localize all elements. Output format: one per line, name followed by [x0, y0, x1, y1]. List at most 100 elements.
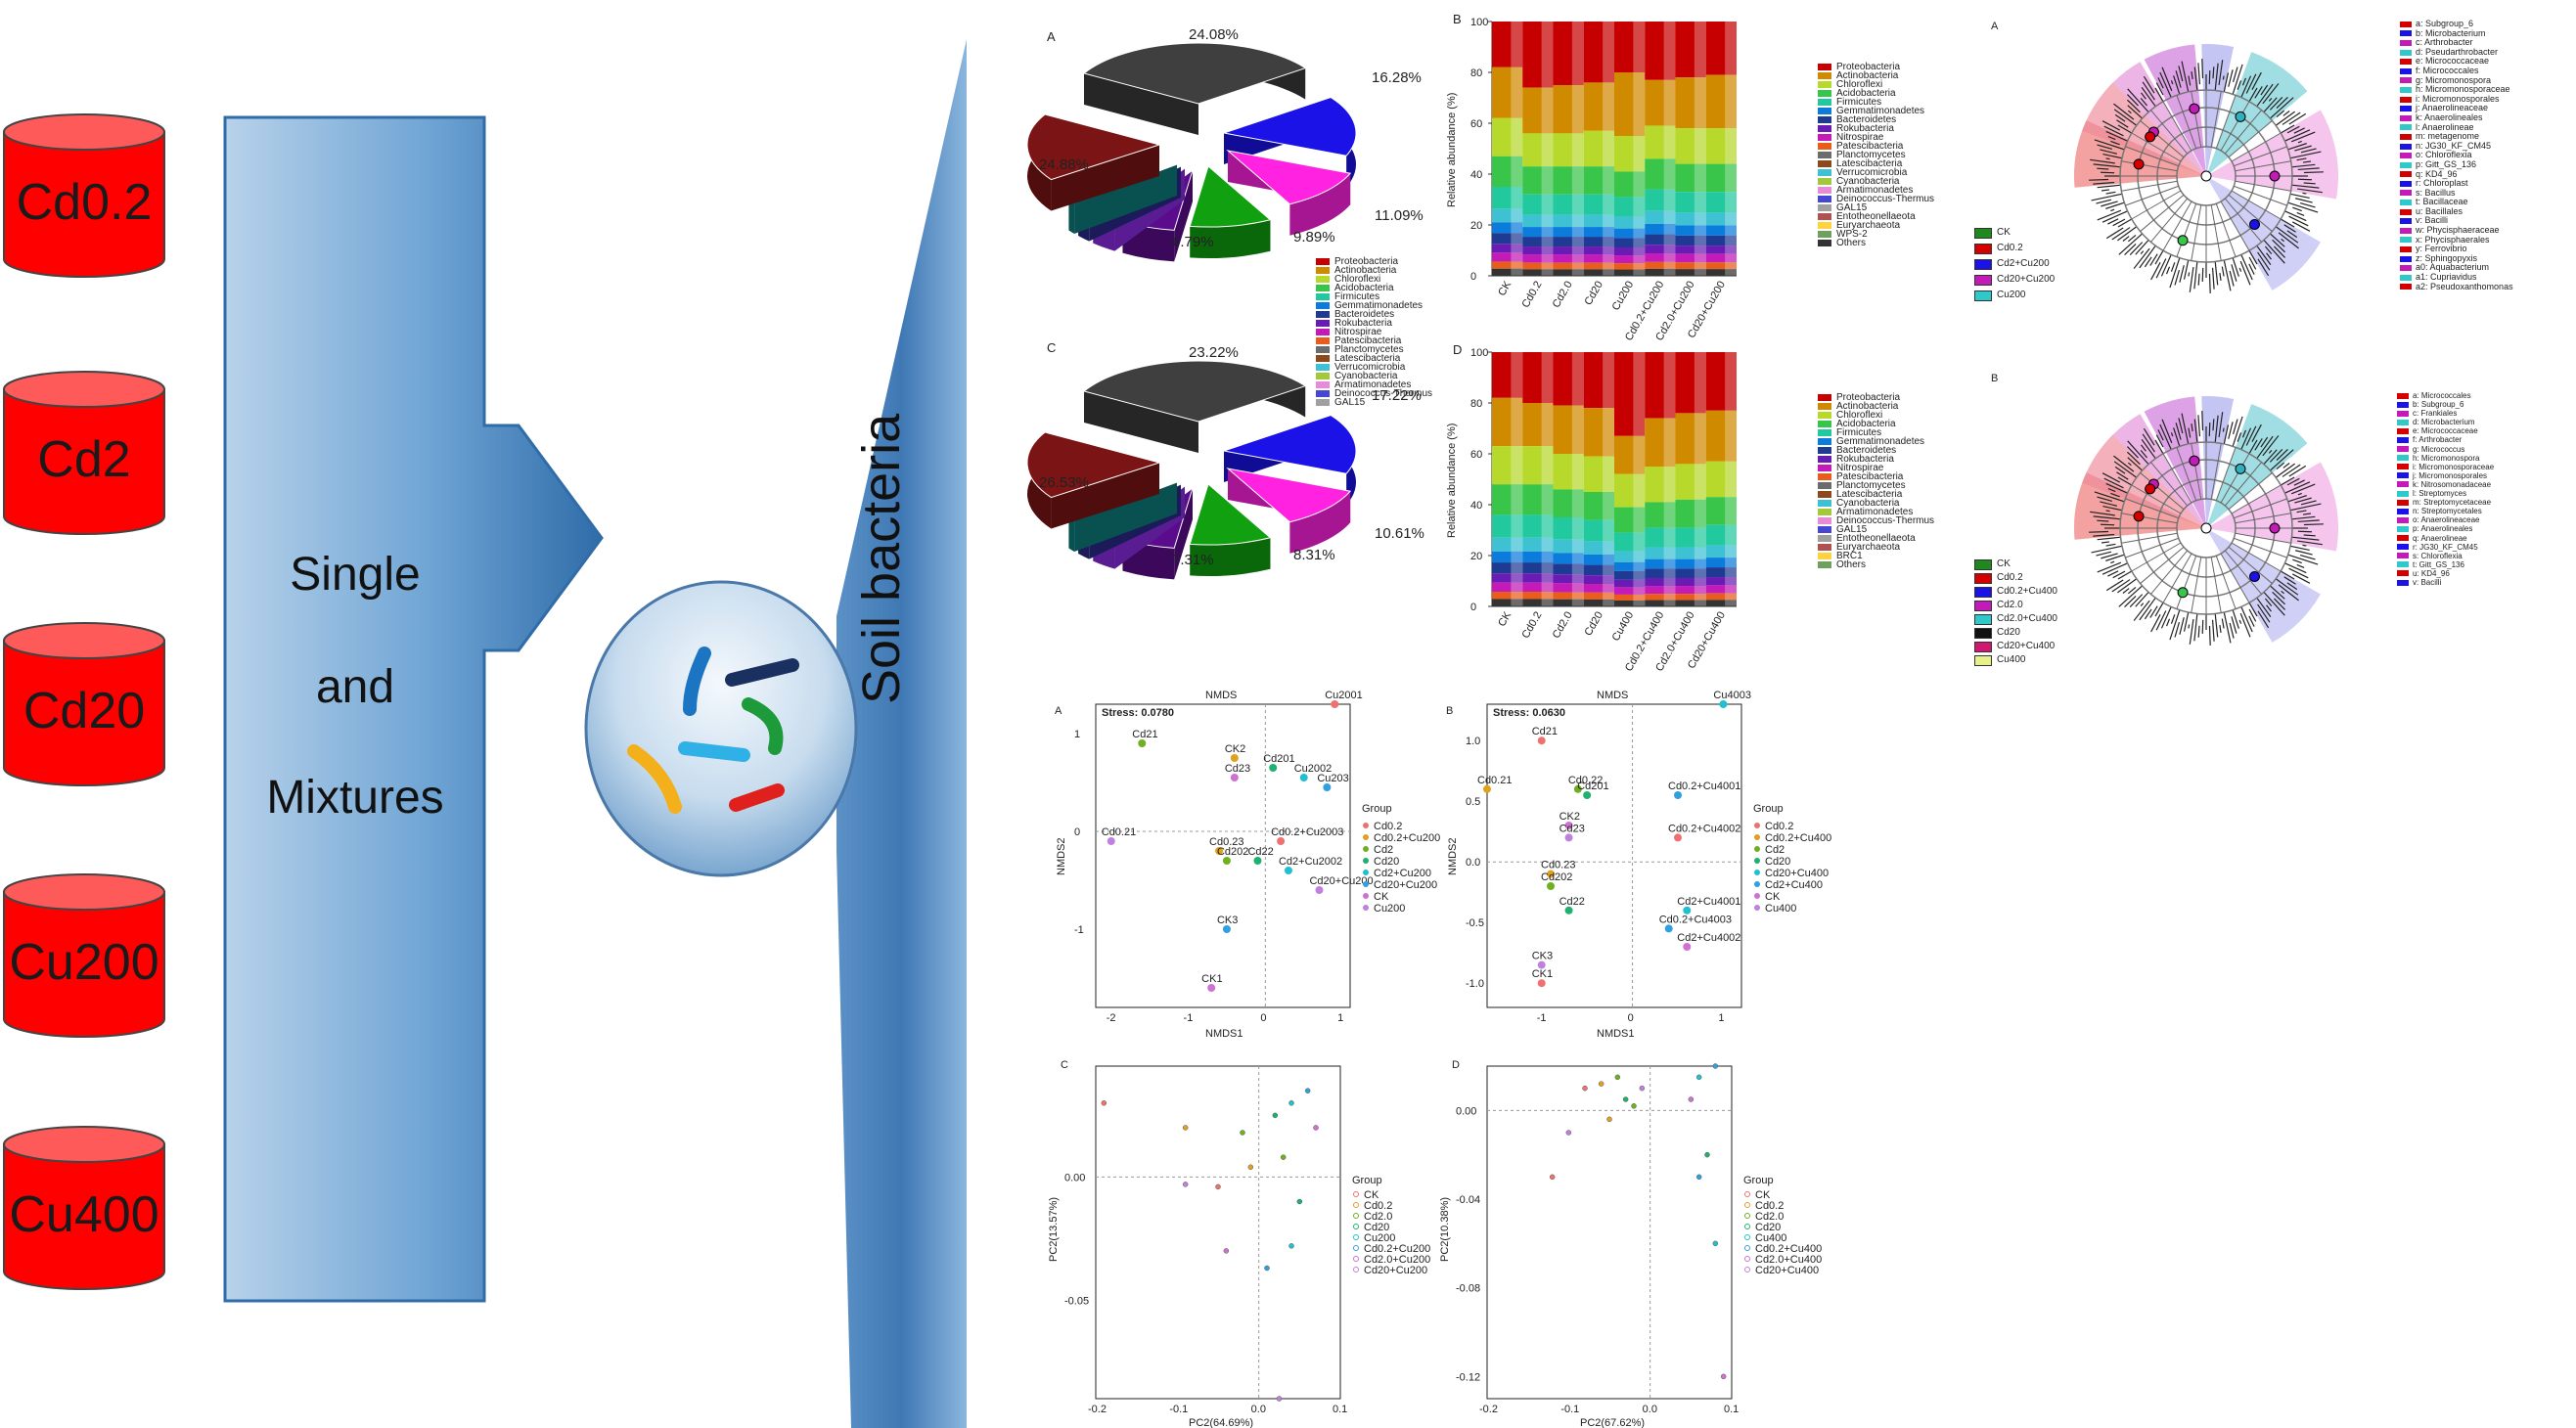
x-tick-label: 0.0 — [1251, 1404, 1266, 1415]
bar-highlight — [1541, 562, 1554, 574]
bar-highlight — [1603, 352, 1614, 409]
bar-segment-actinobacteria — [1705, 410, 1737, 462]
tree-leaf — [2272, 591, 2285, 605]
pie-legend-entry: Gemmatimonadetes — [1316, 301, 1432, 311]
point-label: Cu4003 — [1713, 690, 1751, 701]
bar-highlight — [1511, 187, 1523, 209]
tree-leaf — [2275, 463, 2295, 478]
bar-segment-minor — [1645, 253, 1676, 262]
legend-text: Nitrospirae — [1836, 463, 1884, 473]
x-tick-label: 0.0 — [1643, 1404, 1657, 1415]
bar-highlight — [1511, 261, 1523, 269]
tree-leaf — [2284, 129, 2311, 142]
legend-text: Cd20+Cu400 — [1755, 1265, 1819, 1276]
bar-highlight — [1663, 577, 1676, 587]
data-point — [1564, 833, 1573, 842]
cylinder-shape — [3, 873, 165, 1038]
tree-leaf — [2110, 492, 2120, 498]
bar-segment-minor — [1492, 582, 1523, 593]
bar-segment-acidobacteria — [1553, 489, 1584, 517]
plot-frame — [1095, 1065, 1341, 1400]
tree-leaf — [2107, 487, 2116, 493]
legend-text: Cd20 — [1374, 856, 1399, 868]
y-tick-label: 80 — [1470, 67, 1482, 79]
tree-branch — [2125, 146, 2179, 167]
y-tick-label: 1 — [1074, 729, 1080, 740]
legend-text: m: metagenome — [2416, 131, 2480, 142]
legend-swatch — [2400, 67, 2412, 74]
legend-text: Cu200 — [1997, 290, 2026, 300]
tree-leaf — [2105, 543, 2116, 547]
x-tick-label: CK — [1496, 609, 1514, 629]
plot-title: NMDS — [1205, 690, 1237, 701]
tree-leaf — [2286, 230, 2298, 239]
tree-branch — [2162, 201, 2192, 251]
bar-highlight — [1603, 269, 1614, 276]
legend-text: Cu200 — [1374, 903, 1405, 915]
pie-slice — [1226, 150, 1352, 205]
cladogram-taxon-entry: t: Gitt_GS_136 — [2397, 560, 2494, 569]
bar-segment-chloroflexi — [1553, 133, 1584, 167]
tree-leaf — [2208, 625, 2211, 646]
bar-highlight — [1511, 484, 1523, 515]
legend-swatch — [1818, 222, 1831, 229]
tree-leaf — [2113, 109, 2138, 126]
point-label: Cd2+Cu4001 — [1677, 896, 1740, 908]
point-label: Cd0.22 — [1568, 775, 1603, 786]
tree-leaf — [2292, 206, 2302, 212]
bar-highlight — [1603, 584, 1614, 593]
clade-highlight — [2206, 52, 2308, 176]
tree-branch — [2235, 180, 2291, 192]
tree-leaf — [2114, 466, 2126, 474]
bar-highlight — [1725, 245, 1737, 254]
bar-highlight — [1511, 514, 1523, 538]
legend-text: q: Anaerolineae — [2413, 533, 2467, 543]
bar-highlight — [1725, 74, 1737, 129]
tree-leaf — [2280, 124, 2295, 134]
bar-legend-entry: Rokubacteria — [1818, 455, 1934, 465]
cladogram-taxon-entry: e: Micrococcaceae — [2400, 57, 2513, 67]
tree-branch — [2162, 453, 2192, 504]
tree-leaf — [2254, 438, 2263, 451]
tree-leaf — [2157, 77, 2164, 89]
plot-letter: A — [1055, 705, 1062, 717]
cladogram-group-entry: Cu200 — [1974, 288, 2055, 303]
legend-swatch — [2400, 237, 2412, 244]
tree-leaf — [2116, 119, 2129, 128]
tree-branch — [2131, 132, 2182, 162]
legend-swatch — [2397, 427, 2409, 434]
y-tick-label: -0.04 — [1456, 1194, 1480, 1206]
cladogram-taxon-entry: o: Anaerolineaceae — [2397, 515, 2494, 524]
tree-leaf — [2139, 597, 2156, 621]
bar-highlight — [1725, 212, 1737, 226]
x-tick-label: -2 — [1107, 1012, 1116, 1024]
tree-leaf — [2287, 143, 2307, 151]
point-label: Cd0.2+Cu2003 — [1271, 826, 1343, 838]
y-tick-label: 60 — [1470, 449, 1482, 461]
legend-text: Verrucomicrobia — [1836, 167, 1908, 178]
legend-swatch — [1316, 373, 1330, 379]
y-tick-label: 20 — [1470, 220, 1482, 232]
y-tick-label: 1.0 — [1466, 736, 1480, 747]
tree-leaf — [2256, 245, 2272, 265]
bar-segment-chloroflexi — [1492, 446, 1523, 485]
legend-swatch — [2400, 114, 2412, 121]
tree-leaf — [2117, 124, 2133, 134]
bar-segment-minor — [1522, 214, 1554, 228]
x-tick-label: 0 — [1260, 1012, 1266, 1024]
legend-swatch — [1818, 143, 1831, 150]
tree-leaf — [2183, 611, 2190, 632]
bar-highlight — [1694, 253, 1706, 263]
bar-segment-proteobacteria — [1522, 22, 1554, 88]
legend-swatch — [1974, 290, 1992, 301]
bar-segment-minor — [1614, 532, 1646, 552]
tree-leaf — [2231, 616, 2237, 634]
clade-highlight — [2074, 119, 2206, 188]
pie-slice-wall — [1051, 463, 1159, 529]
tree-leaf — [2248, 249, 2258, 265]
bar-highlight — [1571, 553, 1584, 564]
legend-swatch — [1818, 429, 1831, 436]
point-label: Cd23 — [1225, 763, 1250, 775]
bar-highlight — [1663, 418, 1676, 467]
pie-legend-entry: Planctomycetes — [1316, 345, 1432, 355]
